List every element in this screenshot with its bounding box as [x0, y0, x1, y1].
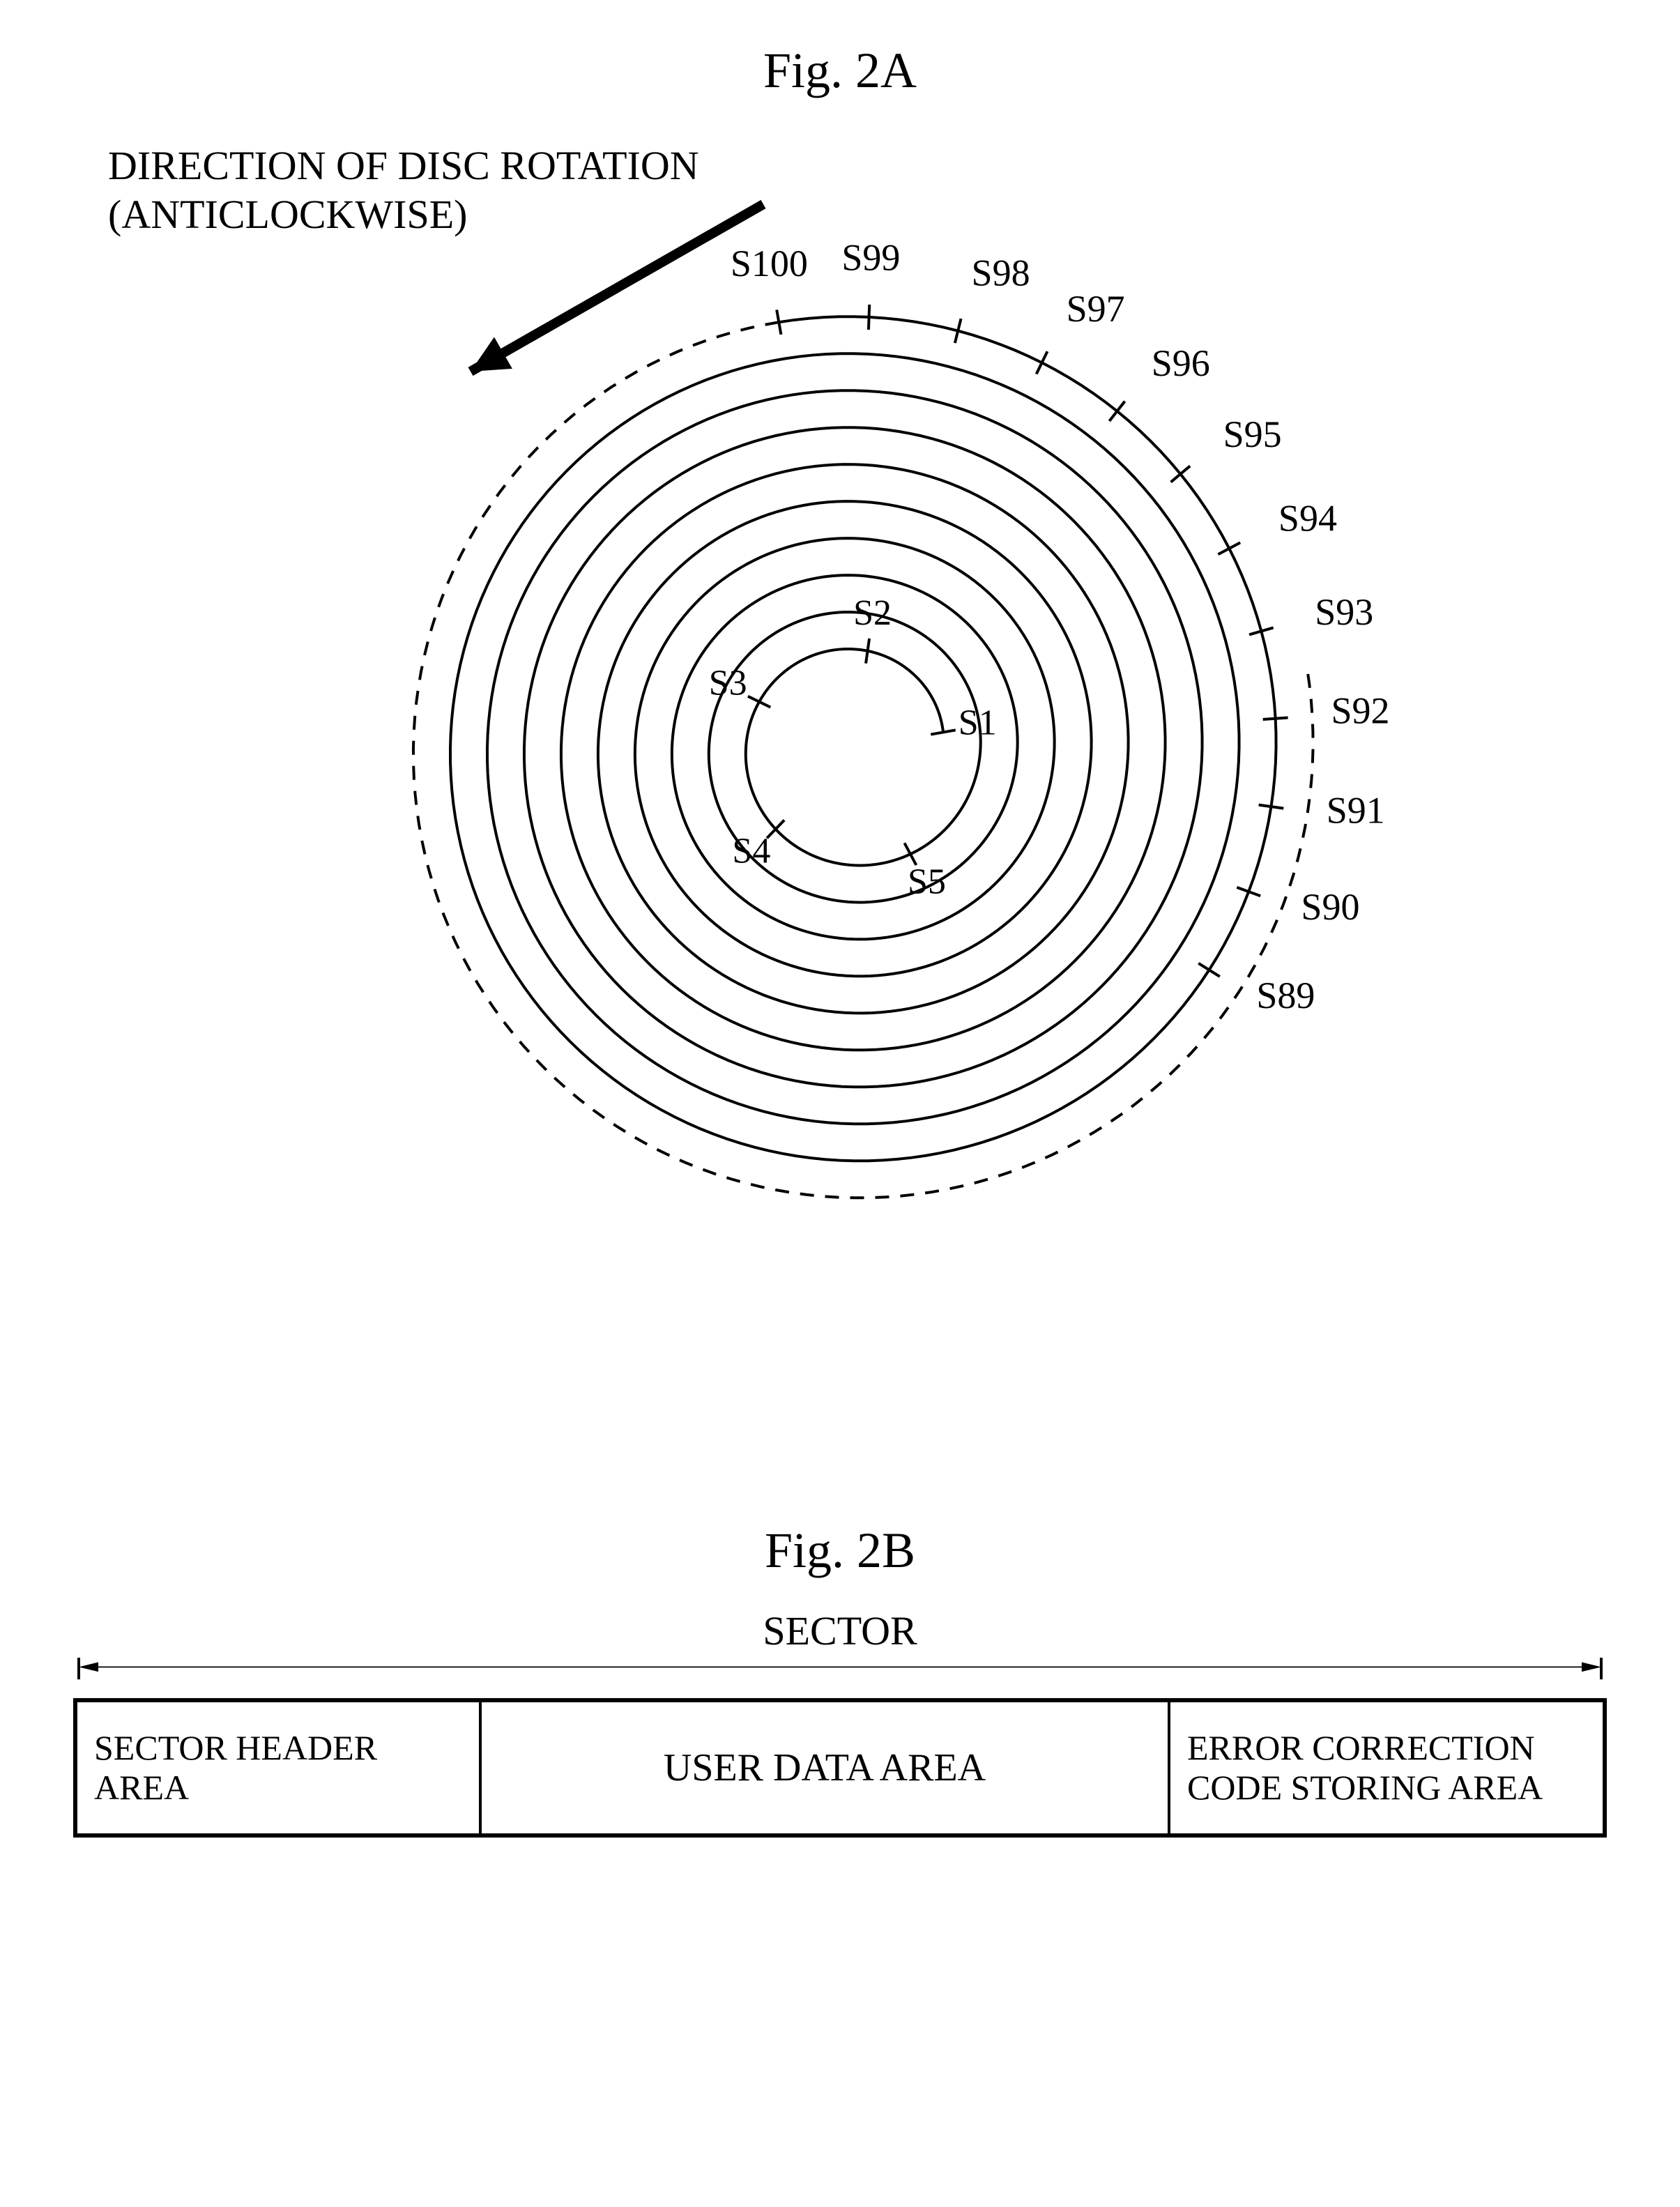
sector-header-line1: SECTOR HEADER: [94, 1728, 462, 1769]
figure-2a: Fig. 2A DIRECTION OF DISC ROTATION (ANTI…: [56, 42, 1624, 1382]
user-data-area-cell: USER DATA AREA: [482, 1702, 1170, 1833]
svg-text:S97: S97: [1067, 288, 1125, 330]
svg-text:S3: S3: [709, 664, 747, 703]
rotation-label-line1: DIRECTION OF DISC ROTATION: [108, 143, 699, 188]
sector-diagram: SECTOR SECTOR HEADER AREA USER DATA AREA…: [73, 1607, 1607, 1838]
figure-2b-title: Fig. 2B: [56, 1522, 1624, 1580]
disc-container: DIRECTION OF DISC ROTATION (ANTICLOCKWIS…: [108, 128, 1572, 1382]
svg-text:S92: S92: [1331, 690, 1389, 732]
user-data-label: USER DATA AREA: [498, 1746, 1151, 1790]
svg-text:S4: S4: [732, 831, 770, 871]
figure-2b: Fig. 2B SECTOR SECTOR HEADER AREA USER D…: [56, 1522, 1624, 1838]
sector-header-area-cell: SECTOR HEADER AREA: [77, 1702, 482, 1833]
ecc-area-cell: ERROR CORRECTION CODE STORING AREA: [1170, 1702, 1603, 1833]
svg-text:S96: S96: [1152, 342, 1210, 384]
sector-span-label: SECTOR: [73, 1607, 1607, 1654]
svg-text:S89: S89: [1256, 975, 1315, 1016]
svg-text:S91: S91: [1327, 790, 1385, 832]
sector-span-row: SECTOR: [73, 1607, 1607, 1691]
disc-spiral-diagram: S1S2S3S4S5S89S90S91S92S93S94S95S96S97S98…: [331, 225, 1377, 1271]
sector-span-arrow: [73, 1658, 1607, 1686]
svg-text:S95: S95: [1223, 413, 1282, 455]
svg-text:S94: S94: [1278, 498, 1337, 540]
svg-text:S2: S2: [853, 593, 892, 633]
svg-text:S100: S100: [731, 243, 808, 284]
svg-text:S99: S99: [841, 236, 900, 278]
sector-header-line2: AREA: [94, 1768, 462, 1808]
sector-table: SECTOR HEADER AREA USER DATA AREA ERROR …: [73, 1698, 1607, 1838]
rotation-direction-label: DIRECTION OF DISC ROTATION (ANTICLOCKWIS…: [108, 142, 699, 238]
ecc-line2: CODE STORING AREA: [1187, 1768, 1586, 1808]
svg-text:S98: S98: [972, 252, 1030, 293]
svg-text:S1: S1: [959, 703, 997, 743]
svg-text:S90: S90: [1301, 886, 1359, 928]
figure-2a-title: Fig. 2A: [56, 42, 1624, 100]
svg-text:S93: S93: [1315, 591, 1373, 633]
ecc-line1: ERROR CORRECTION: [1187, 1728, 1586, 1769]
svg-text:S5: S5: [908, 862, 946, 901]
